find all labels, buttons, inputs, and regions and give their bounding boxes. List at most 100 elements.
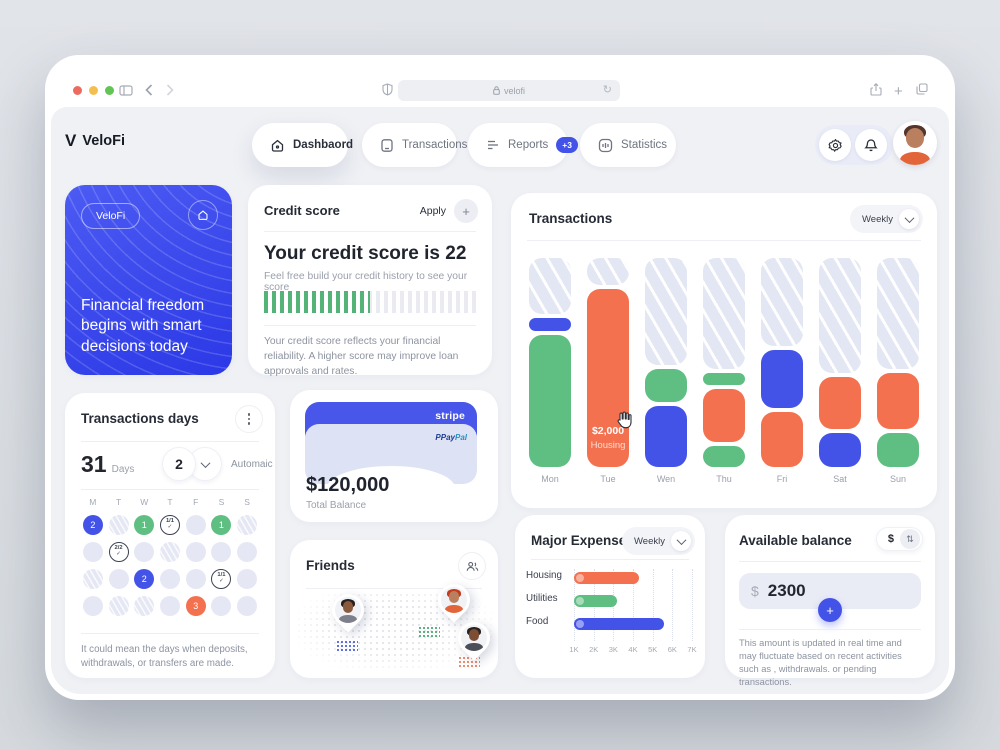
calendar-day-blue[interactable]: 2 — [134, 569, 155, 589]
calendar-day-hatch[interactable] — [108, 596, 129, 616]
expense-bar-utilities[interactable] — [574, 595, 618, 607]
calendar-day-plain[interactable] — [211, 596, 232, 616]
bar-segment-orange[interactable] — [877, 372, 919, 430]
bar-segment-blue[interactable] — [645, 406, 687, 467]
calendar-day-hatch[interactable] — [237, 515, 258, 535]
calendar-day-hatch[interactable] — [134, 596, 155, 616]
bar-segment-blue[interactable] — [761, 349, 803, 409]
calendar-day-plain[interactable] — [185, 542, 206, 562]
calendar-day-plain[interactable] — [82, 542, 103, 562]
friends-group-button[interactable] — [458, 552, 486, 580]
user-avatar[interactable] — [893, 121, 937, 165]
calendar-day-plain[interactable] — [237, 542, 258, 562]
currency-toggle[interactable]: $ ⇅ — [875, 527, 923, 551]
reload-icon[interactable]: ↻ — [602, 84, 612, 96]
nav-tab-transactions[interactable]: Transactions — [362, 123, 467, 167]
bar-segment-orange[interactable]: $2,000 Housing — [587, 289, 629, 467]
divider — [264, 231, 476, 232]
automatic-select[interactable]: 2 Automaic — [162, 447, 273, 481]
new-tab-icon[interactable]: + — [894, 83, 903, 100]
forward-button[interactable] — [166, 84, 174, 96]
back-button[interactable] — [145, 84, 153, 96]
address-bar[interactable]: velofi ↻ — [398, 80, 620, 101]
chart-column-sun[interactable]: Sun — [877, 258, 919, 484]
nav-tab-statistics[interactable]: Statistics — [580, 123, 676, 167]
calendar-day-plain[interactable] — [134, 542, 155, 562]
calendar-day-plain[interactable] — [82, 596, 103, 616]
chart-column-fri[interactable]: Fri — [761, 258, 803, 484]
calendar-day-plain[interactable] — [185, 569, 206, 589]
bar-segment-green[interactable] — [703, 445, 745, 467]
expense-bar-housing[interactable] — [574, 572, 639, 584]
people-icon — [466, 561, 478, 571]
shield-icon[interactable] — [382, 83, 393, 96]
calendar-day-blue[interactable]: 2 — [82, 515, 103, 535]
bar-segment-green[interactable] — [645, 368, 687, 403]
calendar-day-plain[interactable] — [211, 542, 232, 562]
x-tick-label: 3K — [608, 645, 618, 654]
total-balance-amount: $120,000 — [306, 474, 390, 496]
promo-home-button[interactable] — [188, 200, 218, 230]
minimize-window-button[interactable] — [89, 86, 98, 95]
calendar-day-plain[interactable] — [108, 569, 129, 589]
tab-overview-icon[interactable] — [916, 83, 928, 95]
paypal-card[interactable]: PPayPal — [305, 424, 477, 484]
bar-segment-green[interactable] — [529, 334, 571, 467]
calendar-day-green[interactable]: 1 — [134, 515, 155, 535]
calendar-day-hatch[interactable] — [108, 515, 129, 535]
settings-button[interactable] — [819, 129, 851, 161]
chart-column-thu[interactable]: Thu — [703, 258, 745, 484]
share-icon[interactable] — [870, 83, 882, 96]
calendar-day-plain[interactable] — [159, 596, 180, 616]
bar-track-segment[interactable] — [587, 258, 629, 286]
select-value[interactable]: 2 — [162, 447, 196, 481]
chart-column-tue[interactable]: $2,000 Housing Tue — [587, 258, 629, 484]
expenses-filter-dropdown[interactable]: Weekly — [622, 527, 695, 555]
calendar-day-plain[interactable] — [159, 569, 180, 589]
receipt-icon — [381, 138, 393, 152]
credit-score-subtext: Feel free build your credit history to s… — [264, 271, 468, 293]
apply-button[interactable]: Apply + — [420, 199, 478, 223]
bar-track-segment[interactable] — [703, 258, 745, 369]
bar-segment-blue[interactable] — [819, 433, 861, 467]
bar-segment-orange[interactable] — [761, 412, 803, 467]
weekday-label: S — [218, 497, 225, 507]
calendar-day-outline[interactable]: 1/1 ✓ — [211, 569, 232, 589]
add-amount-button[interactable]: + — [818, 598, 842, 622]
calendar-day-green[interactable]: 1 — [211, 515, 232, 535]
bar-segment-green[interactable] — [877, 433, 919, 467]
expense-bar-food[interactable] — [574, 618, 665, 630]
transactions-filter-dropdown[interactable]: Weekly — [850, 205, 923, 233]
notifications-button[interactable] — [855, 129, 887, 161]
calendar-day-orange[interactable]: 3 — [185, 596, 206, 616]
chart-column-mon[interactable]: Mon — [529, 258, 571, 484]
zoom-window-button[interactable] — [105, 86, 114, 95]
calendar-day-hatch[interactable] — [82, 569, 103, 589]
nav-tab-reports[interactable]: Reports +3 — [468, 123, 578, 167]
more-options-button[interactable] — [235, 405, 263, 433]
chart-column-sat[interactable]: Sat — [819, 258, 861, 484]
calendar-day-plain[interactable] — [185, 515, 206, 535]
bar-track-segment[interactable] — [529, 258, 571, 315]
close-window-button[interactable] — [73, 86, 82, 95]
paypal-logo: PPayPal — [435, 433, 467, 442]
calendar-day-outline[interactable]: 2/2 ✓ — [108, 542, 129, 562]
sidebar-toggle-icon[interactable] — [119, 85, 133, 96]
calendar-day-outline[interactable]: 1/1 ✓ — [159, 515, 180, 535]
calendar-day-hatch[interactable] — [159, 542, 180, 562]
bar-track-segment[interactable] — [819, 258, 861, 373]
calendar-day-plain[interactable] — [237, 596, 258, 616]
bar-segment-orange[interactable] — [819, 376, 861, 430]
bar-segment-orange[interactable] — [703, 389, 745, 442]
bar-segment-blue[interactable] — [529, 318, 571, 331]
reports-badge: +3 — [556, 137, 578, 153]
bar-track-segment[interactable] — [877, 258, 919, 369]
calendar-day-plain[interactable] — [237, 569, 258, 589]
bar-segment-green[interactable] — [703, 372, 745, 386]
bar-track-segment[interactable] — [761, 258, 803, 346]
bar-track-segment[interactable] — [645, 258, 687, 365]
chart-column-wen[interactable]: Wen — [645, 258, 687, 484]
brand-logo[interactable]: V VeloFi — [65, 131, 125, 151]
nav-tab-dashboard[interactable]: Dashbaord — [252, 123, 353, 167]
